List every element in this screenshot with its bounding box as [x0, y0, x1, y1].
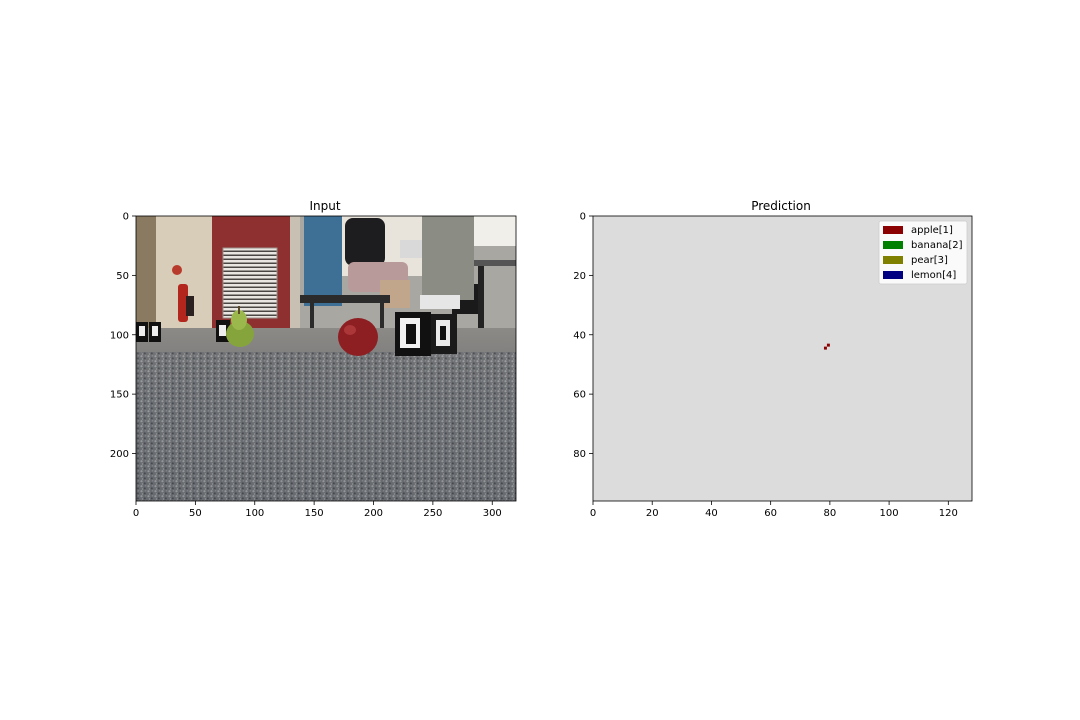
legend-entry-lemon: lemon[4]	[883, 270, 956, 281]
input-title: Input	[309, 199, 340, 213]
y-tick-label: 60	[573, 390, 586, 401]
legend-label-banana: banana[2]	[911, 240, 963, 251]
x-tick-label: 20	[646, 508, 659, 519]
prediction-title: Prediction	[751, 199, 811, 213]
prediction-pixel-apple	[823, 346, 827, 350]
legend-label-lemon: lemon[4]	[911, 270, 956, 281]
legend-entry-banana: banana[2]	[883, 240, 963, 251]
prediction-pixels	[823, 343, 830, 350]
apple-object	[338, 318, 378, 356]
x-tick-label: 40	[705, 508, 718, 519]
legend-swatch-banana	[883, 241, 903, 249]
x-tick-label: 0	[133, 508, 139, 519]
legend-frame	[878, 220, 968, 285]
y-tick-label: 0	[580, 212, 586, 223]
x-tick-label: 0	[590, 508, 596, 519]
prediction-ticks: 0 20 40 60 80 100 120 0 20 40 60 80	[573, 212, 958, 520]
x-tick-label: 300	[483, 508, 502, 519]
x-tick-label: 100	[880, 508, 899, 519]
y-tick-label: 0	[123, 212, 129, 223]
x-tick-label: 60	[764, 508, 777, 519]
x-tick-label: 100	[245, 508, 264, 519]
x-tick-label: 80	[824, 508, 837, 519]
legend-swatch-lemon	[883, 271, 903, 279]
legend-entry-pear: pear[3]	[883, 255, 948, 266]
input-photo	[136, 216, 516, 501]
y-tick-label: 40	[573, 330, 586, 341]
x-tick-label: 120	[939, 508, 958, 519]
legend-entry-apple: apple[1]	[883, 225, 953, 236]
y-tick-label: 50	[116, 271, 129, 282]
legend-label-apple: apple[1]	[911, 225, 953, 236]
x-tick-label: 50	[189, 508, 202, 519]
x-tick-label: 150	[305, 508, 324, 519]
input-panel: Input	[110, 199, 517, 520]
x-tick-label: 200	[364, 508, 383, 519]
y-tick-label: 80	[573, 449, 586, 460]
input-ticks: 0 50 100 150 200 250 300 0 50 100 150 200	[110, 212, 502, 520]
input-axes-frame	[135, 215, 517, 502]
pear-object	[226, 321, 254, 347]
prediction-pixel-apple	[826, 343, 830, 347]
legend-label-pear: pear[3]	[911, 255, 948, 266]
y-tick-label: 200	[110, 449, 129, 460]
y-tick-label: 150	[110, 390, 129, 401]
y-tick-label: 20	[573, 271, 586, 282]
legend-swatch-pear	[883, 256, 903, 264]
legend-swatch-apple	[883, 226, 903, 234]
prediction-panel: Prediction 0 20 40 60 80 100 120 0 20 40 60 80 appl…	[573, 199, 973, 520]
prediction-legend: apple[1] banana[2] pear[3] lemon[4]	[878, 220, 968, 285]
y-tick-label: 100	[110, 330, 129, 341]
prediction-axes-frame	[592, 215, 973, 502]
x-tick-label: 250	[423, 508, 442, 519]
